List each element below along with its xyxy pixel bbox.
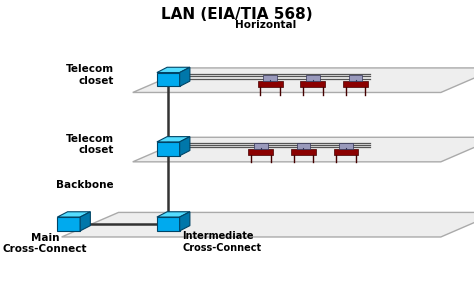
Polygon shape <box>80 212 91 231</box>
Bar <box>339 143 353 149</box>
Text: Telecom
closet: Telecom closet <box>65 64 114 86</box>
Bar <box>157 73 180 86</box>
Bar <box>248 149 273 155</box>
Polygon shape <box>180 67 190 86</box>
Bar <box>254 143 267 149</box>
Bar <box>306 75 319 81</box>
Bar <box>258 81 283 87</box>
Text: Horizontal: Horizontal <box>235 20 296 29</box>
Polygon shape <box>157 212 190 217</box>
Bar <box>334 149 358 155</box>
Polygon shape <box>133 137 474 162</box>
Polygon shape <box>62 212 474 237</box>
Bar <box>343 81 368 87</box>
Polygon shape <box>180 212 190 231</box>
Bar <box>57 217 80 231</box>
Polygon shape <box>57 212 91 217</box>
Bar <box>349 75 362 81</box>
Bar <box>297 143 310 149</box>
Bar <box>301 81 325 87</box>
Text: Main
Cross-Connect: Main Cross-Connect <box>3 233 87 254</box>
Polygon shape <box>157 67 190 73</box>
Bar <box>291 149 316 155</box>
Text: LAN (EIA/TIA 568): LAN (EIA/TIA 568) <box>161 7 313 22</box>
Bar <box>157 142 180 156</box>
Text: Backbone: Backbone <box>56 180 114 190</box>
Polygon shape <box>180 137 190 156</box>
Text: Intermediate
Cross-Connect: Intermediate Cross-Connect <box>182 231 262 253</box>
Polygon shape <box>157 137 190 142</box>
Text: Telecom
closet: Telecom closet <box>65 134 114 155</box>
Bar <box>264 75 277 81</box>
Polygon shape <box>133 68 474 92</box>
Bar <box>157 217 180 231</box>
